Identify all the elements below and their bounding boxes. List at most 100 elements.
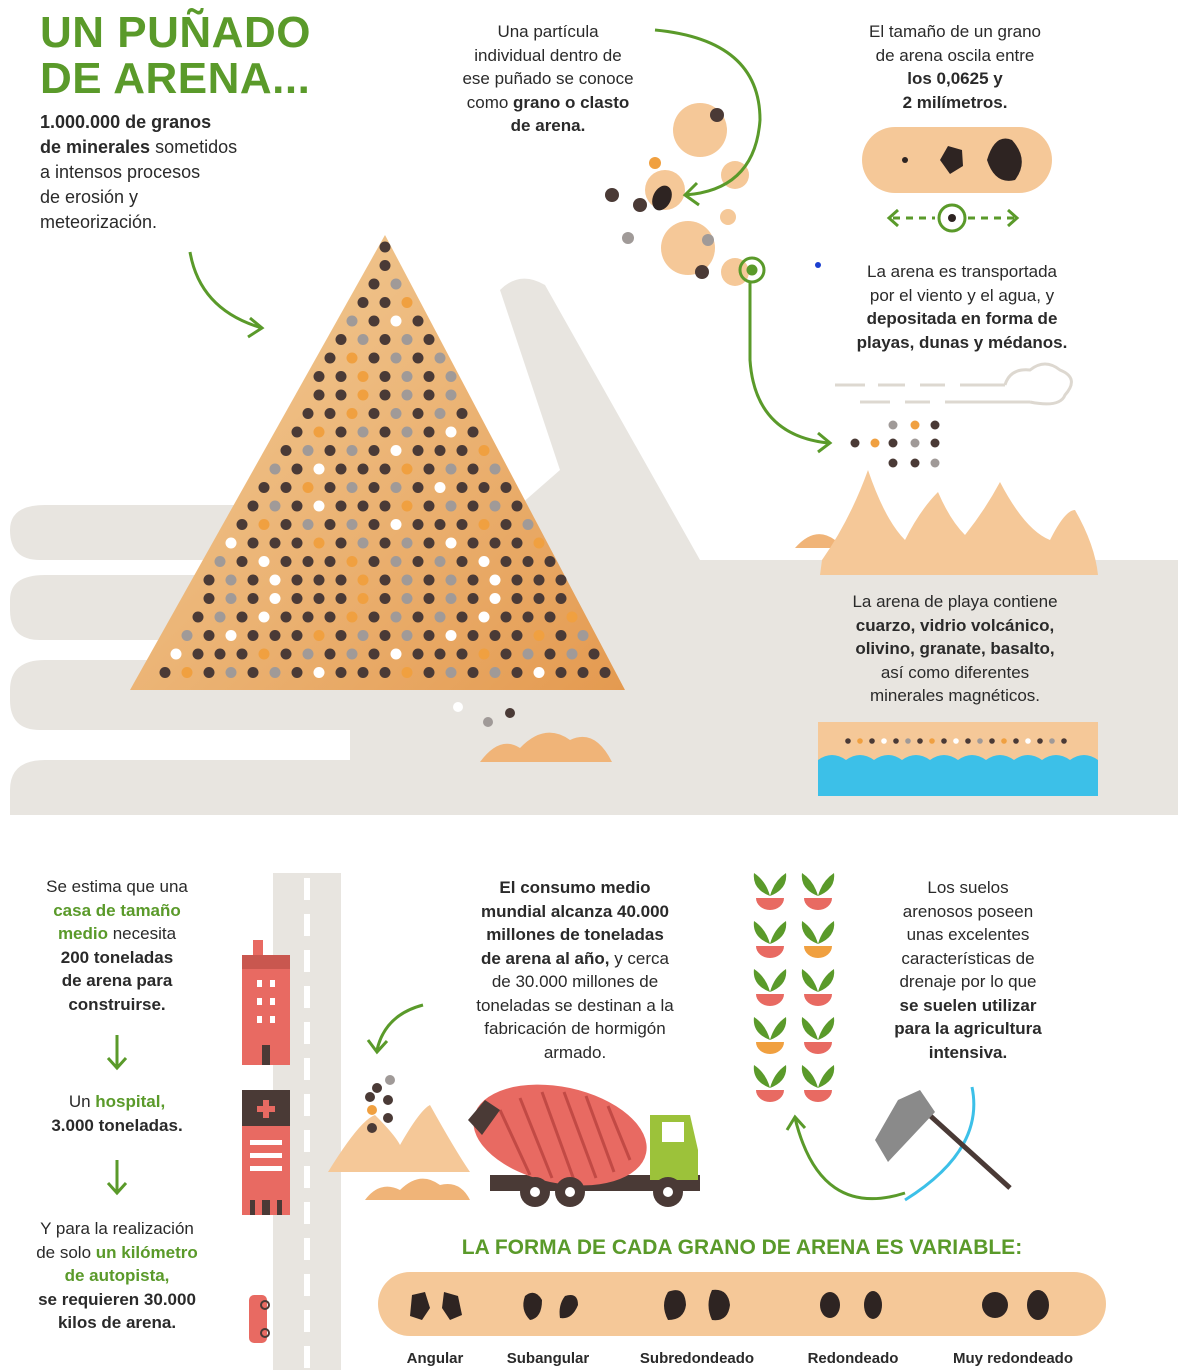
leaf [802,1065,834,1088]
text-run: El tamaño de un grano [869,22,1041,41]
plant [756,946,784,958]
grain [281,612,292,623]
grain [160,667,171,678]
grain [215,649,226,660]
shape-label: Redondeado [768,1350,938,1367]
grain [523,519,534,530]
grain [965,738,971,744]
grain [347,519,358,530]
leaf [802,969,834,992]
grain [358,371,369,382]
grain [413,649,424,660]
grain [556,630,567,641]
grain [270,575,281,586]
text-line: unas excelentes [858,923,1078,947]
leaf [754,873,786,896]
grain [336,538,347,549]
grain [358,501,369,512]
grain [457,408,468,419]
text-run: La arena de playa contiene [852,592,1057,611]
text-run: se suelen utilizar [900,996,1037,1015]
grain [380,630,391,641]
grain [259,649,270,660]
grain [402,667,413,678]
grain [468,501,479,512]
grain [446,575,457,586]
text-line: armado. [445,1041,705,1065]
highway-text: Y para la realización de solo un kilómetr… [12,1217,222,1335]
grain [545,612,556,623]
text-run: de arena al año, [481,949,610,968]
text-line: Un hospital, [12,1090,222,1114]
grain [905,738,911,744]
grain [435,353,446,364]
grain [193,649,204,660]
grain [881,738,887,744]
grain [303,612,314,623]
shape-label: Muy redondeado [928,1350,1098,1367]
grain [391,408,402,419]
grain [369,316,380,327]
grain [402,501,413,512]
text-run: para la agricultura [894,1019,1041,1038]
grain [347,649,358,660]
grain [347,556,358,567]
text-line: medio necesita [12,922,222,946]
text-run: Un [69,1092,95,1111]
grain [336,630,347,641]
grain [1037,738,1043,744]
grain [358,427,369,438]
text-run: y cerca [609,949,669,968]
text-run: ese puñado se conoce [462,69,633,88]
grain [501,556,512,567]
text-line: Los suelos [858,876,1078,900]
grain [358,575,369,586]
text-line: La arena de playa contiene [815,590,1095,614]
grain [512,501,523,512]
text-line: Una partícula [428,20,668,44]
grain [314,390,325,401]
text-line: de solo un kilómetro [12,1241,222,1265]
grain [977,738,983,744]
text-line: 3.000 toneladas. [12,1114,222,1138]
grain [893,738,899,744]
grain [578,667,589,678]
title-line: UN PUÑADO [40,10,311,56]
text-run: fabricación de hormigón [484,1019,665,1038]
grain [534,538,545,549]
grain [545,556,556,567]
grain [1025,738,1031,744]
grain [358,390,369,401]
text-line: olivino, granate, basalto, [815,637,1095,661]
grain [413,519,424,530]
text-run: hospital, [95,1092,165,1111]
grain [402,464,413,475]
text-line: millones de toneladas [445,923,705,947]
size-text: El tamaño de un granode arena oscila ent… [835,20,1075,114]
text-run: olivino, granate, basalto, [855,639,1054,658]
shapes-title: LA FORMA DE CADA GRANO DE ARENA ES VARIA… [378,1236,1106,1260]
grain [490,593,501,604]
text-line: ese puñado se conoce [428,67,668,91]
grain [226,593,237,604]
grain [314,501,325,512]
grain [479,612,490,623]
grain [457,519,468,530]
text-run: individual dentro de [474,46,621,65]
text-run: minerales magnéticos. [870,686,1040,705]
plant [756,1090,784,1102]
grain [391,316,402,327]
text-run: Y para la realización [40,1219,194,1238]
grain [171,649,182,660]
text-run: intensiva. [929,1043,1007,1062]
grain [424,593,435,604]
text-run: por el viento y el agua, y [870,286,1054,305]
grain [325,353,336,364]
grain [490,575,501,586]
grain [336,501,347,512]
grain [248,538,259,549]
text-run: de 30.000 millones de [492,972,658,991]
grain [457,556,468,567]
grain [259,612,270,623]
text-run: 2 milímetros. [903,93,1008,112]
